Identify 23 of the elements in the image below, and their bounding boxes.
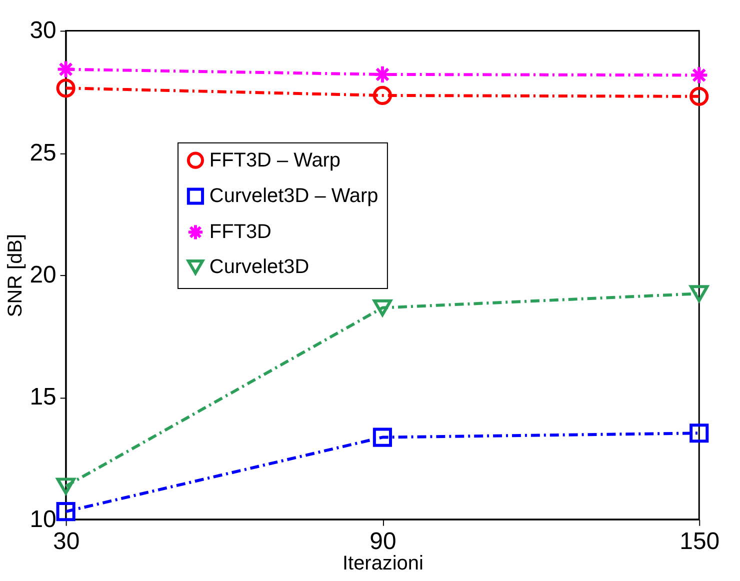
legend-label: FFT3D [209,221,272,244]
legend-label: Curvelet3D – Warp [209,185,378,208]
y-tick-label: 20 [30,262,56,289]
point [690,86,709,106]
point [690,285,709,302]
point [690,424,709,443]
y-tick-label: 15 [30,384,56,411]
point [56,502,76,522]
point [372,86,392,105]
point [372,428,392,447]
x-tick-label: 90 [370,528,396,555]
point [56,60,76,79]
point [56,478,76,495]
x-tick-label: 150 [680,528,720,555]
point [690,66,709,85]
x-axis-title: Iterazioni [342,552,424,575]
y-tick-label: 25 [30,139,56,166]
legend-label: Curvelet3D [209,256,310,278]
y-axis-title: SNR [dB] [4,234,27,318]
point [56,78,76,98]
y-tick-label: 30 [30,17,56,44]
point [372,299,392,316]
legend-label: FFT3D – Warp [209,149,341,172]
